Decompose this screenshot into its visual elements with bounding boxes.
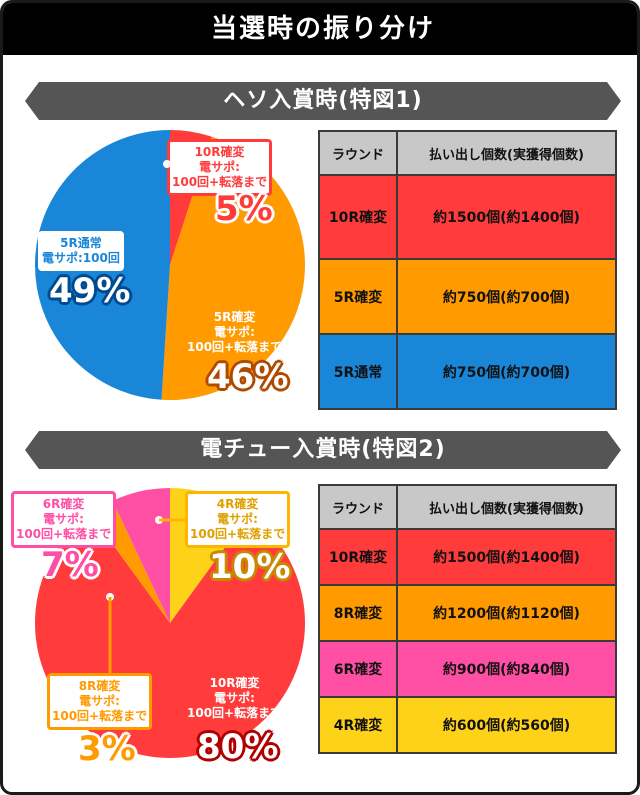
label-line1: 4R確変 <box>216 497 259 511</box>
label-line2: 電サポ: <box>214 325 255 339</box>
section1-banner-title: ヘソ入賞時(特図1) <box>223 88 423 113</box>
table-cell-payout: 約900個(約840個) <box>396 640 617 698</box>
pointer-dot <box>163 160 171 168</box>
col-header-payout: 払い出し個数(実獲得個数) <box>396 484 617 530</box>
page-title: 当選時の振り分け <box>3 3 637 55</box>
slice-percent-8r: 3% <box>78 729 136 769</box>
label-line3: 100回+転落まで <box>190 527 286 541</box>
slice-percent-5r-tsujo: 49% <box>49 271 131 311</box>
section1-table: ラウンド 払い出し個数(実獲得個数) 10R確変 約1500個(約1400個) … <box>318 130 617 410</box>
table-cell-round: 10R確変 <box>318 528 398 586</box>
label-line3: 100回+転落まで <box>52 709 148 723</box>
table-cell-payout: 約750個(約700個) <box>396 333 617 410</box>
label-line3: 100回+転落まで <box>187 340 283 354</box>
pointer-4r <box>155 516 187 524</box>
table-cell-round: 4R確変 <box>318 696 398 754</box>
table-cell-round: 5R確変 <box>318 258 398 335</box>
slice-label-10r-s2: 10R確変 電サポ: 100回+転落まで <box>185 673 284 724</box>
slice-label-8r: 8R確変 電サポ: 100回+転落まで <box>47 673 153 730</box>
col-header-round: ラウンド <box>318 484 398 530</box>
label-line2: 電サポ: <box>217 512 258 526</box>
table-cell-round: 10R確変 <box>318 174 398 260</box>
label-line2: 電サポ: <box>214 691 255 705</box>
pie-slice-1 <box>161 136 305 401</box>
slice-percent-10r: 5% <box>215 189 273 229</box>
label-line1: 6R確変 <box>42 497 85 511</box>
label-line3: 100回+転落まで <box>172 175 268 189</box>
table-cell-payout: 約1500個(約1400個) <box>396 174 617 260</box>
banner-shape <box>25 82 621 120</box>
table-cell-payout: 約1200個(約1120個) <box>396 584 617 642</box>
col-header-round: ラウンド <box>318 130 398 176</box>
section2-banner-title: 電チュー入賞時(特図2) <box>200 437 446 462</box>
table-cell-round: 8R確変 <box>318 584 398 642</box>
slice-label-10r: 10R確変 電サポ: 100回+転落まで <box>167 139 273 196</box>
table-cell-round: 6R確変 <box>318 640 398 698</box>
label-line1: 8R確変 <box>78 679 121 693</box>
col-header-payout: 払い出し個数(実獲得個数) <box>396 130 617 176</box>
slice-percent-4r: 10% <box>209 547 291 587</box>
label-line1: 5R通常 <box>60 236 102 250</box>
slice-percent-10r-s2: 80% <box>197 727 279 767</box>
label-line2: 電サポ: <box>199 160 240 174</box>
pointer-8r <box>106 593 114 675</box>
section1-pie-chart <box>35 130 305 401</box>
slice-percent-6r: 7% <box>41 545 99 585</box>
label-line1: 5R確変 <box>213 310 256 324</box>
table-cell-round: 5R通常 <box>318 333 398 410</box>
table-cell-payout: 約1500個(約1400個) <box>396 528 617 586</box>
table-cell-payout: 約600個(約560個) <box>396 696 617 754</box>
table-cell-payout: 約750個(約700個) <box>396 258 617 335</box>
label-line3: 100回+転落まで <box>187 706 283 720</box>
section2-banner: 電チュー入賞時(特図2) <box>25 431 621 469</box>
slice-label-4r: 4R確変 電サポ: 100回+転落まで <box>185 491 291 548</box>
slice-label-6r: 6R確変 電サポ: 100回+転落まで <box>11 491 117 548</box>
label-line2: 電サポ:100回 <box>42 251 120 265</box>
slice-label-5r-tsujo: 5R通常 電サポ:100回 <box>38 231 124 271</box>
slice-label-5r-kakuhen: 5R確変 電サポ: 100回+転落まで <box>185 307 284 358</box>
section1-banner: ヘソ入賞時(特図1) <box>25 82 621 120</box>
banner-shape <box>25 431 621 469</box>
slice-percent-5r-kakuhen: 46% <box>207 357 289 397</box>
label-line1: 10R確変 <box>194 145 245 159</box>
label-line2: 電サポ: <box>79 694 120 708</box>
label-line2: 電サポ: <box>43 512 84 526</box>
label-line1: 10R確変 <box>209 676 260 690</box>
label-line3: 100回+転落まで <box>16 527 112 541</box>
section2-table: ラウンド 払い出し個数(実獲得個数) 10R確変 約1500個(約1400個) … <box>318 484 617 754</box>
